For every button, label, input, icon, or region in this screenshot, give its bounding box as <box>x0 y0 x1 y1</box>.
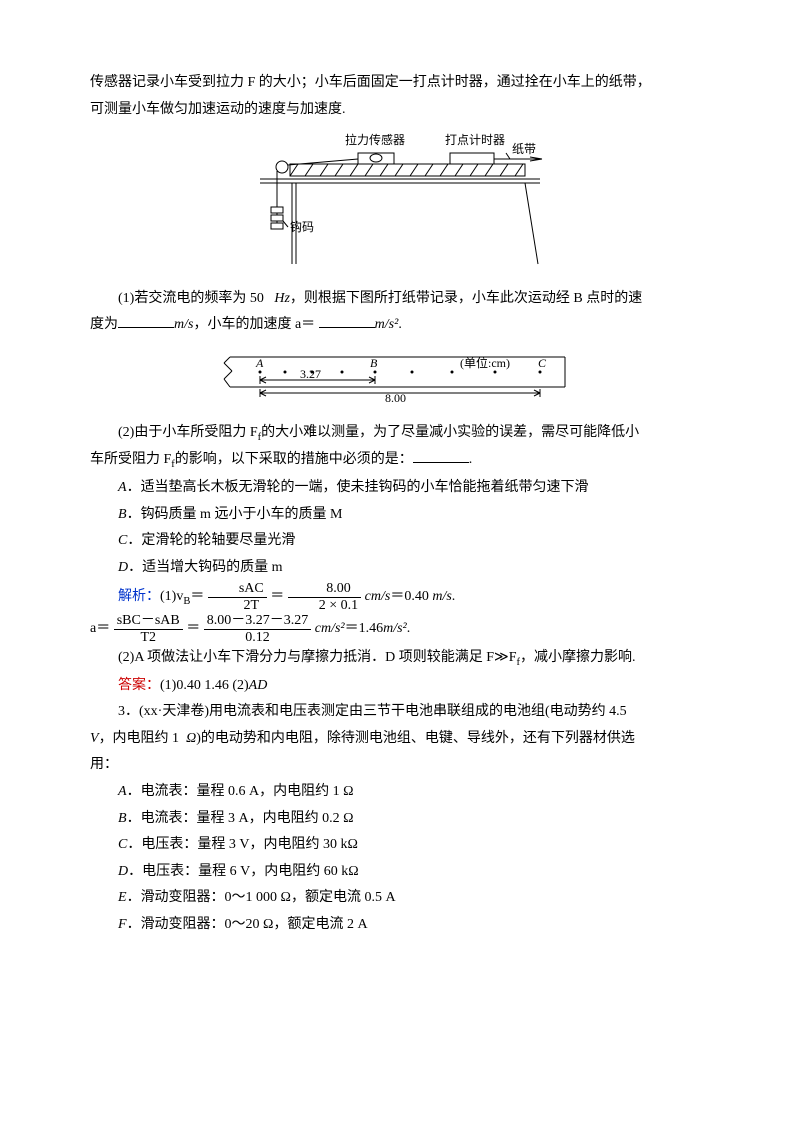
q3-opt-E: E．滑动变阻器：0～1 000 Ω，额定电流 0.5 A <box>90 885 710 912</box>
svg-text:8.00: 8.00 <box>385 391 406 403</box>
q3-opt-A: A．电流表：量程 0.6 A，内电阻约 1 Ω <box>90 779 710 806</box>
svg-text:C: C <box>538 356 547 370</box>
opt-A: A．适当垫高长木板无滑轮的一端，使未挂钩码的小车恰能拖着纸带匀速下滑 <box>90 475 710 502</box>
q3-opt-C: C．电压表：量程 3 V，内电阻约 30 kΩ <box>90 832 710 859</box>
blank-a <box>319 313 375 328</box>
svg-text:A: A <box>255 356 264 370</box>
solution-label: 解析： <box>118 590 160 605</box>
svg-text:(单位:cm): (单位:cm) <box>460 355 510 370</box>
q2-line2: 车所受阻力 Ff的影响，以下采取的措施中必须的是：. <box>90 447 710 475</box>
frac-2: 8.002 × 0.1 <box>288 581 361 613</box>
label-tape: 纸带 <box>512 142 536 156</box>
opt-D: D．适当增大钩码的质量 m <box>90 555 710 582</box>
q1-line2: 度为m/s，小车的加速度 a＝ m/s². <box>90 312 710 339</box>
answer-label: 答案： <box>118 678 160 693</box>
figure-apparatus: 拉力传感器 打点计时器 纸带 钩码 <box>90 129 710 280</box>
page: 传感器记录小车受到拉力 F 的大小；小车后面固定一打点计时器，通过拴在小车上的纸… <box>0 0 800 1132</box>
svg-text:B: B <box>370 356 378 370</box>
apparatus-svg: 拉力传感器 打点计时器 纸带 钩码 <box>250 129 550 269</box>
frac-3: sBC－sABT2 <box>114 613 183 645</box>
q1-line1: (1)若交流电的频率为 50 Hz，则根据下图所打纸带记录，小车此次运动经 B … <box>90 286 710 313</box>
label-timer: 打点计时器 <box>445 133 505 147</box>
label-weight: 钩码 <box>290 220 314 234</box>
solution-line3: (2)A 项做法让小车下滑分力与摩擦力抵消．D 项则较能满足 F≫Ff，减小摩擦… <box>90 645 710 673</box>
q3-line3: 用： <box>90 752 710 779</box>
q3-line1: 3．(xx·天津卷)用电流表和电压表测定由三节干电池串联组成的电池组(电动势约 … <box>90 699 710 726</box>
answer-line: 答案：(1)0.40 1.46 (2)AD <box>90 673 710 700</box>
solution-line1: 解析：(1)vB＝ sAC2T ＝ 8.002 × 0.1 cm/s＝0.40 … <box>90 581 710 613</box>
tape-svg: A B C (单位:cm) 3.27 8.00 <box>220 345 580 403</box>
opt-C: C．定滑轮的轮轴要尽量光滑 <box>90 528 710 555</box>
intro-line2: 可测量小车做匀加速运动的速度与加速度. <box>90 97 710 124</box>
intro-line1: 传感器记录小车受到拉力 F 的大小；小车后面固定一打点计时器，通过拴在小车上的纸… <box>90 70 710 97</box>
q3-opt-F: F．滑动变阻器：0～20 Ω，额定电流 2 A <box>90 912 710 939</box>
frac-1: sAC2T <box>208 581 267 613</box>
blank-vb <box>118 313 174 328</box>
figure-tape: A B C (单位:cm) 3.27 8.00 <box>90 345 710 414</box>
frac-4: 8.00－3.27－3.270.12 <box>204 613 312 645</box>
opt-B: B．钩码质量 m 远小于小车的质量 M <box>90 502 710 529</box>
blank-q2 <box>413 448 469 463</box>
q2-line1: (2)由于小车所受阻力 Ff的大小难以测量，为了尽量减小实验的误差，需尽可能降低… <box>90 420 710 448</box>
q3-opt-D: D．电压表：量程 6 V，内电阻约 60 kΩ <box>90 859 710 886</box>
q3-line2: V，内电阻约 1 Ω)的电动势和内电阻，除待测电池组、电键、导线外，还有下列器材… <box>90 726 710 753</box>
solution-line2: a＝ sBC－sABT2 ＝ 8.00－3.27－3.270.12 cm/s²＝… <box>90 613 710 645</box>
label-sensor: 拉力传感器 <box>345 132 405 147</box>
svg-text:3.27: 3.27 <box>300 367 321 381</box>
q3-opt-B: B．电流表：量程 3 A，内电阻约 0.2 Ω <box>90 806 710 833</box>
